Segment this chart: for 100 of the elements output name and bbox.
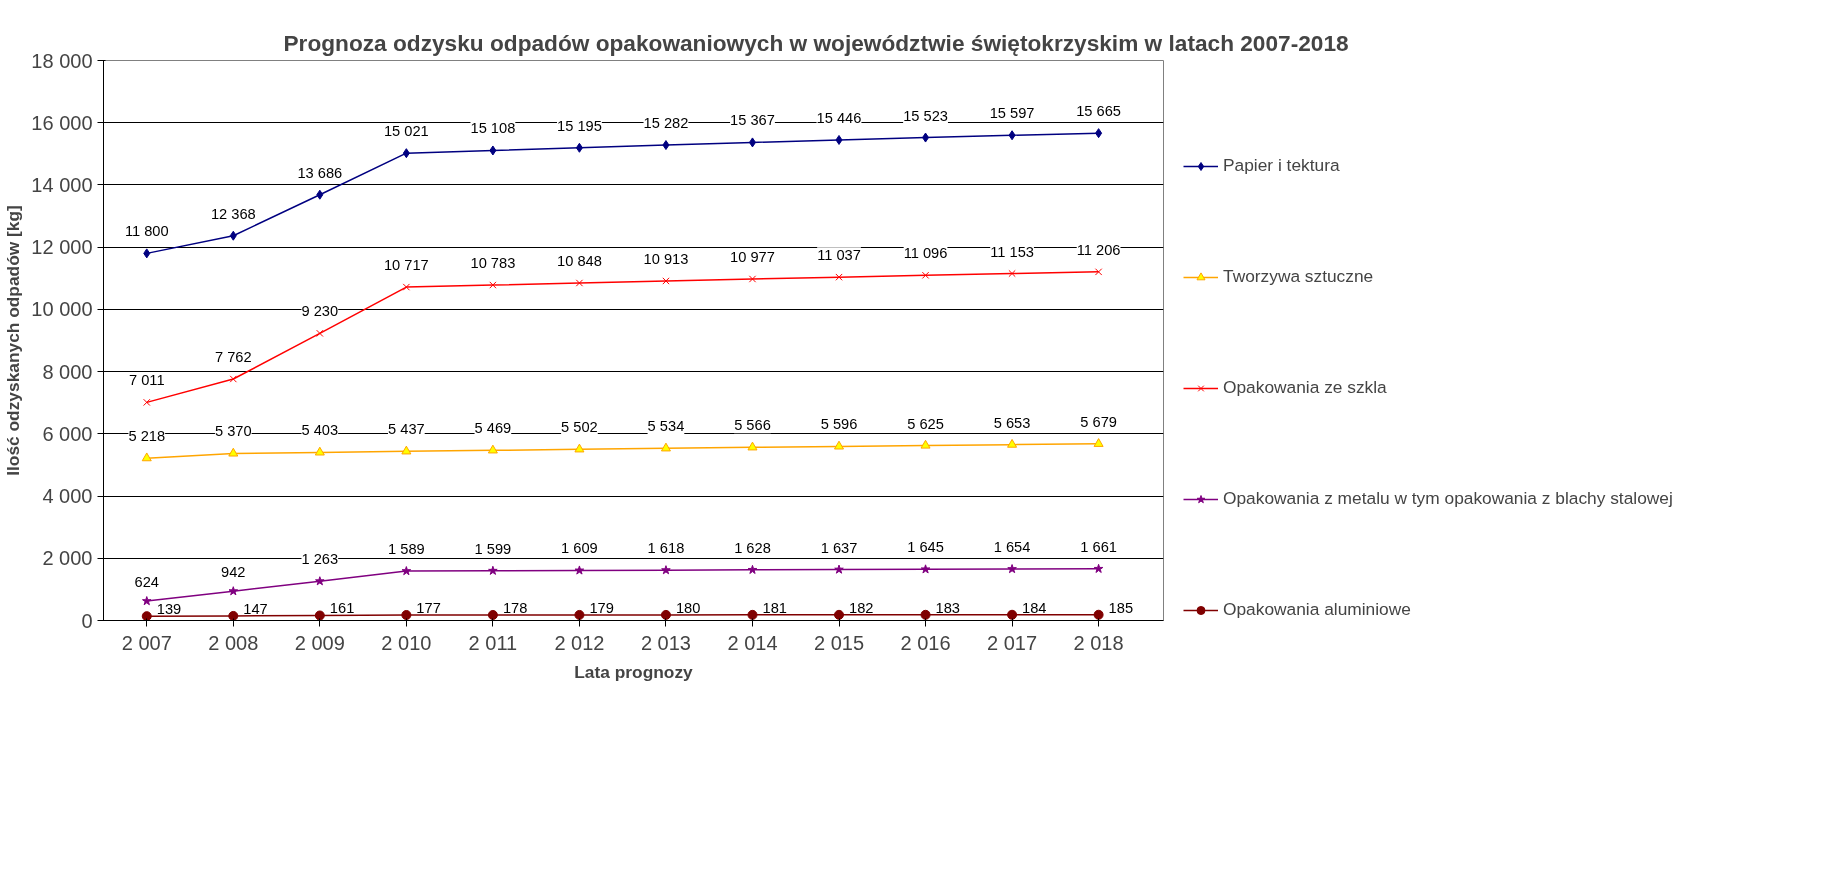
y-tick-label: 8 000 [42,360,93,383]
data-label: 185 [1108,599,1134,616]
data-label: 184 [1022,599,1047,616]
x-tick-label: 2 017 [987,631,1038,654]
data-label: 5 218 [128,428,166,445]
x-tick-label: 2 009 [294,631,345,654]
data-label: 139 [156,601,182,618]
point [660,442,671,452]
data-label: 177 [416,599,441,616]
point [489,145,497,156]
data-label: 5 502 [561,419,598,436]
point [401,445,412,455]
data-label: 15 597 [989,105,1035,122]
x-tick-label: 2 010 [381,631,432,654]
data-label: 942 [221,564,246,581]
point [487,444,498,454]
point [1008,269,1016,278]
data-label: 179 [589,599,614,616]
x-tick-label: 2 012 [554,631,605,654]
point [401,566,412,576]
legend-label: Opakowania ze szkla [1223,377,1387,398]
data-label: 13 686 [297,164,343,181]
data-label: 5 469 [474,420,512,437]
point [835,134,843,145]
point [1093,609,1104,620]
data-label: 15 021 [383,123,429,140]
data-label: 5 679 [1080,413,1117,430]
x-tick-label: 2 018 [1073,631,1124,654]
point [574,565,585,575]
data-label: 15 665 [1076,103,1122,120]
point [1095,128,1103,139]
point [402,283,411,291]
data-label: 178 [502,599,528,616]
data-label: 182 [849,599,874,616]
y-tick-label: 18 000 [31,49,93,72]
point [834,564,844,574]
point [748,137,756,148]
data-label: 1 263 [301,551,339,568]
data-label: 11 096 [903,245,948,262]
x-tick-label: 2 014 [727,631,778,654]
data-label: 10 717 [383,257,429,274]
point [1007,564,1017,574]
x-tick-label: 2 007 [121,631,172,654]
y-tick-label: 12 000 [31,236,93,259]
data-label: 1 637 [820,539,858,556]
point [748,275,757,283]
y-axis-title: Ilość odzyskanych odpadów [kg] [3,205,24,476]
point [921,271,930,279]
data-label: 10 913 [643,250,689,267]
point [141,596,152,606]
point [1007,609,1018,620]
point [489,281,497,289]
x-tick-label: 2 016 [900,631,951,654]
y-tick-label: 14 000 [31,173,93,196]
y-tick-label: 4 000 [42,485,93,508]
x-tick-label: 2 008 [208,631,259,654]
point [229,375,237,383]
point [835,273,843,281]
x-tick-label: 2 015 [813,631,865,654]
point [487,609,498,620]
data-label: 10 977 [730,248,775,265]
point [834,609,845,620]
data-label: 15 108 [470,120,516,137]
point [316,189,324,200]
point [228,610,239,621]
point [401,610,412,620]
data-label: 11 037 [817,247,861,264]
point [747,441,758,451]
y-tick-label: 10 000 [31,298,93,321]
point [229,230,237,241]
x-tick-label: 2 013 [640,631,691,654]
point [141,611,152,621]
point [141,452,152,462]
y-tick-label: 16 000 [31,111,93,134]
data-label: 1 589 [388,541,425,558]
point [747,609,758,620]
data-label: 624 [134,574,160,591]
point [1007,438,1018,448]
data-label: 11 800 [124,223,169,240]
point [1094,268,1103,276]
data-label: 15 282 [643,115,689,132]
point [228,447,239,457]
data-label: 12 368 [210,205,256,222]
point [920,439,931,449]
point [747,564,758,574]
data-label: 5 566 [734,417,771,434]
point [143,398,151,407]
point [1093,438,1104,447]
legend-label: Tworzywa sztuczne [1223,266,1374,287]
data-label: 1 654 [993,539,1031,556]
point [402,148,410,159]
data-label: 1 661 [1080,538,1117,555]
data-label: 7 011 [128,372,165,389]
data-label: 11 206 [1076,241,1121,258]
point [662,277,670,285]
point [228,586,239,596]
point [575,279,584,287]
data-label: 5 653 [993,414,1031,431]
legend-label: Papier i tektura [1223,155,1340,176]
point [143,248,151,259]
